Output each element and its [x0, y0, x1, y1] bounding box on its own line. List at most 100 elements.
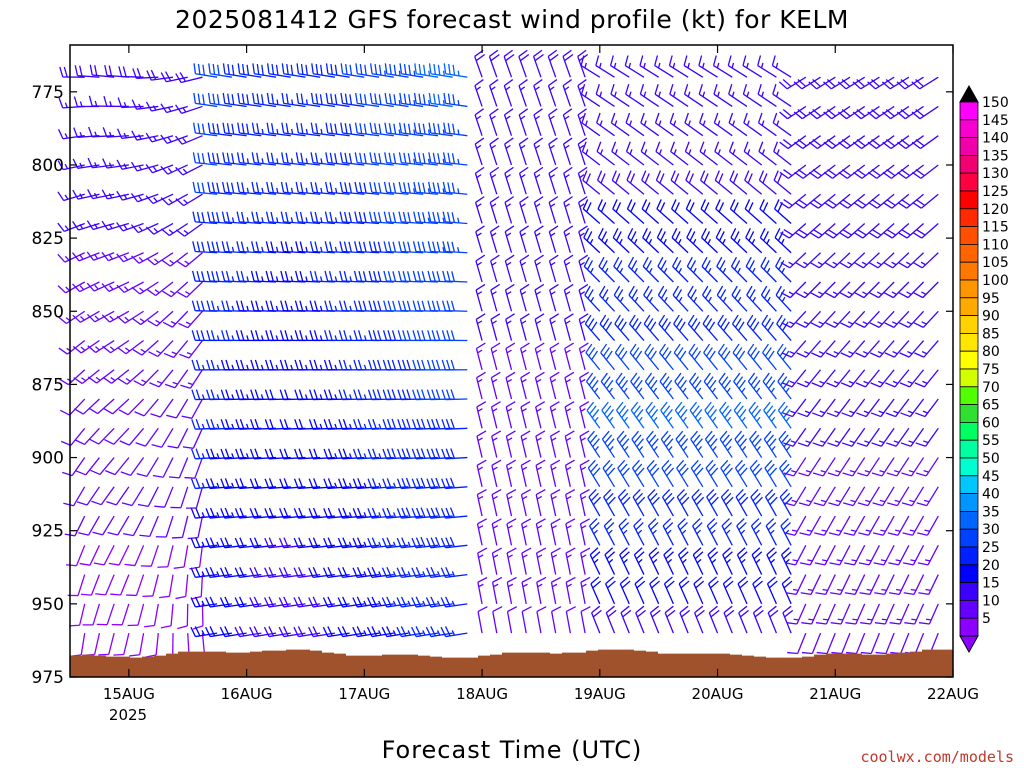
wind-barb: [411, 418, 438, 430]
wind-barb: [618, 518, 630, 546]
y-tick-label: 950: [32, 595, 64, 615]
wind-barb: [735, 488, 749, 517]
wind-barb: [579, 518, 591, 546]
wind-barb: [871, 427, 895, 447]
wind-barb: [534, 283, 545, 312]
wind-barb: [325, 63, 350, 78]
wind-barb: [325, 92, 350, 108]
wind-barb: [564, 371, 575, 400]
wind-barb: [157, 545, 174, 568]
wind-barb: [784, 515, 807, 536]
wind-barb: [708, 605, 720, 634]
wind-barb: [808, 105, 836, 120]
wind-barb: [916, 486, 939, 507]
wind-barb: [119, 427, 145, 446]
wind-barb: [830, 603, 851, 625]
wind-barb: [323, 537, 350, 549]
colorbar-swatch: [959, 315, 979, 334]
wind-barb: [671, 199, 689, 224]
wind-barb: [411, 596, 439, 608]
colorbar-label: 85: [982, 326, 1000, 342]
wind-barb: [337, 507, 365, 519]
wind-barb: [854, 310, 880, 328]
wind-barb: [704, 430, 719, 458]
wind-barb: [610, 84, 630, 107]
wind-barb: [579, 459, 590, 487]
wind-barb: [550, 488, 561, 517]
x-axis: 15AUG 16AUG 17AUG 18AUG 19AUG 20AUG 21AUG 22AUG: [103, 45, 979, 703]
wind-barb: [605, 576, 616, 605]
wind-barb: [518, 166, 529, 195]
wind-barb: [587, 430, 601, 458]
wind-barb: [801, 603, 822, 625]
wind-barb: [585, 372, 601, 400]
colorbar-swatch: [959, 243, 979, 263]
wind-barb: [412, 389, 438, 401]
wind-barb: [136, 457, 159, 477]
wind-barb: [562, 49, 574, 78]
wind-barb: [706, 518, 719, 546]
wind-barb: [160, 222, 189, 237]
wind-barb: [547, 79, 558, 107]
wind-barb: [89, 64, 115, 78]
wind-barb: [384, 152, 409, 166]
wind-barb: [729, 170, 748, 195]
wind-barb: [700, 228, 718, 254]
wind-barb: [324, 211, 350, 225]
wind-barb: [721, 518, 733, 546]
wind-barb: [857, 457, 880, 477]
wind-barb: [598, 256, 615, 283]
wind-barb: [830, 574, 851, 596]
wind-barb: [563, 283, 574, 312]
wind-barb: [780, 252, 807, 269]
wind-barb: [654, 84, 674, 107]
wind-barb: [642, 256, 660, 283]
wind-barb: [663, 547, 674, 575]
wind-barb: [127, 603, 145, 627]
wind-barb: [249, 566, 277, 578]
wind-barb: [519, 254, 530, 283]
wind-barb: [812, 457, 836, 477]
wind-barb: [728, 112, 748, 137]
wind-barb: [750, 488, 763, 517]
wind-barb: [355, 63, 380, 78]
wind-barb: [779, 135, 807, 150]
wind-barb: [191, 359, 218, 371]
wind-barb: [504, 254, 515, 283]
wind-barb: [222, 122, 247, 137]
wind-barb: [548, 225, 559, 253]
wind-barb: [503, 108, 514, 136]
wind-barb: [175, 222, 203, 237]
wind-barb: [620, 605, 632, 634]
wind-barb: [534, 342, 545, 370]
wind-barb: [616, 401, 630, 429]
wind-barb: [160, 193, 189, 206]
wind-barb: [614, 314, 630, 341]
wind-barb: [765, 518, 777, 546]
wind-barb: [369, 122, 394, 137]
wind-barb: [746, 314, 763, 341]
wind-barb: [108, 545, 130, 566]
wind-barb: [732, 343, 748, 371]
wind-barb: [797, 427, 822, 447]
wind-barb: [337, 566, 365, 578]
wind-barb: [104, 427, 130, 445]
wind-barb: [708, 576, 719, 605]
wind-barb: [506, 518, 517, 546]
wind-barb: [713, 84, 733, 107]
wind-barb: [854, 252, 880, 269]
wind-barb: [111, 603, 130, 626]
wind-barb: [369, 92, 394, 108]
wind-barb: [887, 515, 910, 536]
wind-barb: [794, 135, 821, 150]
wind-barb: [853, 164, 880, 179]
wind-barb: [580, 55, 601, 78]
x-tick-label: 21AUG: [809, 685, 861, 703]
wind-barb: [716, 285, 733, 312]
wind-barb: [766, 576, 778, 605]
wind-barb: [758, 141, 777, 166]
wind-barb: [860, 603, 881, 625]
wind-barb: [815, 603, 836, 625]
wind-barb: [164, 369, 189, 389]
wind-barb: [193, 63, 218, 78]
